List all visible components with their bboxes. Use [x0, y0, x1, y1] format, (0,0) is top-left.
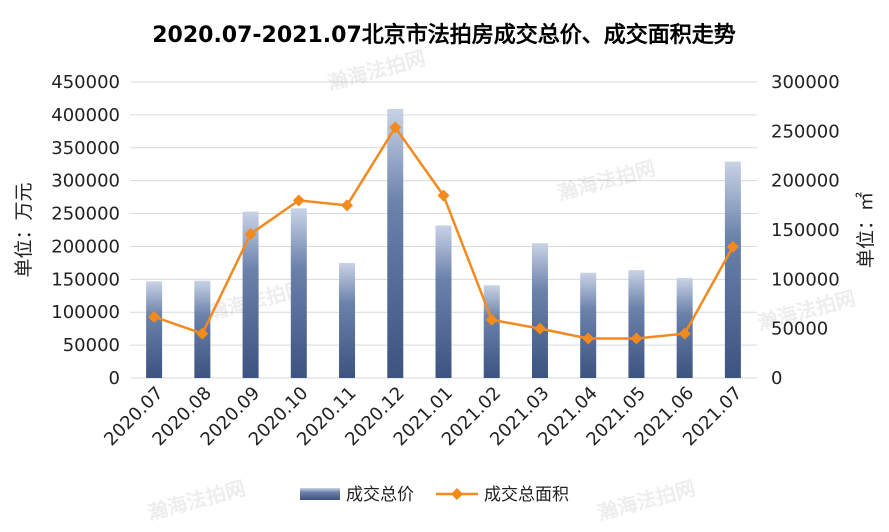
- watermark-text: 瀚海法拍网: [145, 476, 248, 525]
- legend-line-marker: [451, 488, 463, 500]
- line-point: [630, 332, 643, 345]
- y-tick-right: 250000: [771, 121, 840, 142]
- y-tick-right: 0: [771, 368, 782, 389]
- line-point: [244, 227, 257, 240]
- y-axis-label-left: 单位：万元: [13, 182, 35, 277]
- bar: [724, 161, 741, 378]
- line-point: [678, 327, 691, 340]
- left-axis-ticks: 0 50000 100000 150000 200000 250000 300000 3500…: [51, 72, 120, 389]
- line-point: [582, 332, 595, 345]
- bar: [580, 272, 597, 378]
- bar: [242, 211, 259, 378]
- line-point: [389, 121, 402, 134]
- y-tick-right: 50000: [771, 319, 828, 340]
- line-point: [292, 194, 305, 207]
- legend-bar-label: 成交总价: [346, 485, 414, 505]
- y-tick-left: 50000: [63, 335, 120, 356]
- y-tick-left: 200000: [51, 236, 120, 257]
- line-point: [726, 240, 739, 253]
- y-axis-label-right: 单位：㎡: [854, 192, 877, 268]
- bar: [435, 225, 452, 378]
- chart-title: 2020.07-2021.07北京市法拍房成交总价、成交面积走势: [152, 22, 736, 48]
- watermark-text: 瀚海法拍网: [555, 156, 658, 205]
- y-tick-left: 450000: [51, 72, 120, 93]
- line-point: [196, 327, 209, 340]
- bar: [387, 108, 404, 379]
- bar: [531, 243, 548, 378]
- y-tick-right: 300000: [771, 72, 840, 93]
- y-tick-right: 200000: [771, 171, 840, 192]
- y-tick-left: 350000: [51, 138, 120, 159]
- bar: [290, 208, 307, 378]
- line-point: [533, 322, 546, 335]
- bar: [339, 262, 356, 378]
- bar: [628, 270, 645, 378]
- y-tick-right: 100000: [771, 269, 840, 290]
- x-axis-labels: 2020.072020.082020.092020.102020.112020.…: [100, 383, 746, 450]
- bar-series: [146, 108, 741, 379]
- watermark-text: 瀚海法拍网: [595, 476, 698, 525]
- y-tick-left: 150000: [51, 269, 120, 290]
- y-tick-left: 0: [109, 368, 120, 389]
- y-tick-left: 400000: [51, 105, 120, 126]
- legend: 成交总价 成交总面积: [300, 485, 569, 505]
- line-point: [341, 199, 354, 212]
- y-tick-left: 100000: [51, 302, 120, 323]
- legend-bar-swatch: [300, 488, 340, 500]
- y-tick-left: 250000: [51, 204, 120, 225]
- y-tick-left: 300000: [51, 171, 120, 192]
- right-axis-ticks: 0 50000 100000 150000 200000 250000 300000: [771, 72, 840, 389]
- line-point: [148, 310, 161, 323]
- legend-line-label: 成交总面积: [484, 485, 569, 505]
- bar: [146, 281, 163, 378]
- y-tick-right: 150000: [771, 220, 840, 241]
- line-point: [485, 313, 498, 326]
- line-series: [148, 121, 739, 345]
- watermark-text: 瀚海法拍网: [325, 46, 428, 95]
- bar: [483, 285, 500, 378]
- line-point: [437, 189, 450, 202]
